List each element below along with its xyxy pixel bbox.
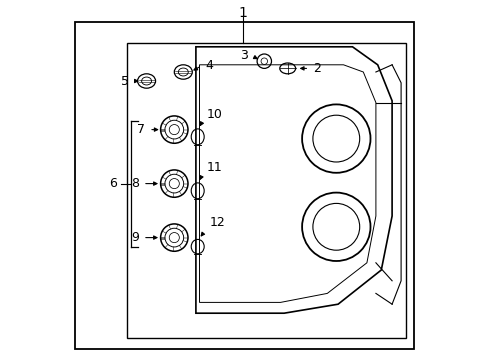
Bar (127, 43, 406, 338)
Text: 10: 10 (206, 108, 222, 121)
Text: 11: 11 (206, 161, 222, 174)
Text: 1: 1 (238, 6, 246, 19)
Text: 4: 4 (204, 59, 212, 72)
Text: 3: 3 (240, 49, 247, 62)
Text: 9: 9 (131, 231, 139, 244)
Text: 2: 2 (312, 62, 320, 75)
Text: 7: 7 (137, 123, 145, 136)
Text: 5: 5 (121, 75, 129, 87)
Text: 12: 12 (209, 216, 224, 229)
Text: 8: 8 (131, 177, 139, 190)
Text: 6: 6 (109, 177, 117, 190)
